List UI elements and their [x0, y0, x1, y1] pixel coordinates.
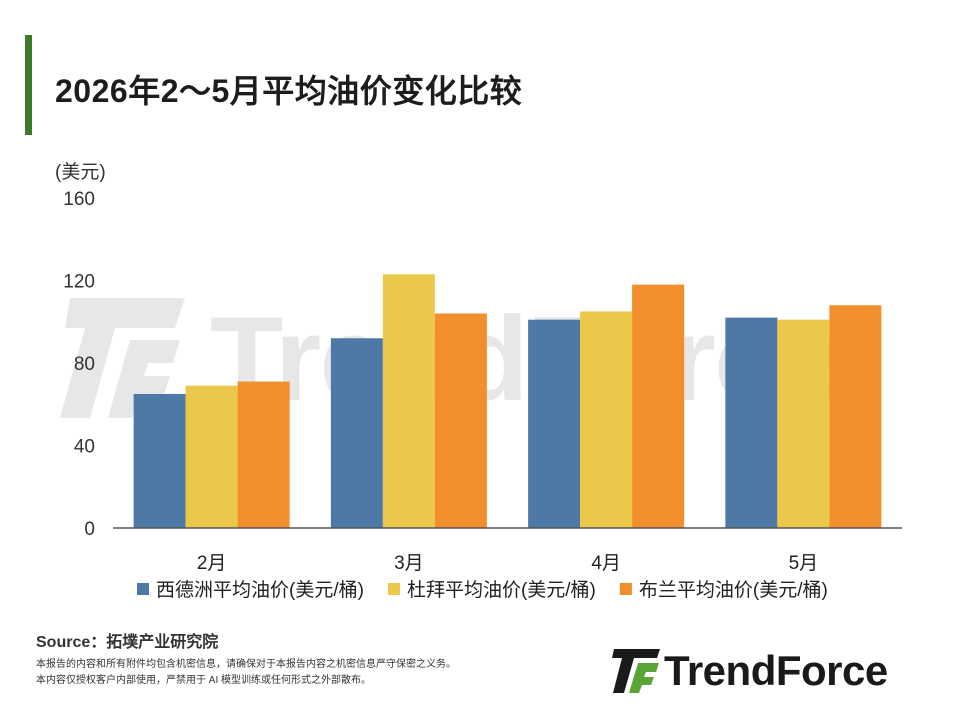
- bar: [133, 393, 186, 528]
- source-text: Source：拓墣产业研究院: [36, 634, 219, 651]
- bar: [185, 385, 238, 528]
- bar: [725, 317, 778, 528]
- y-tick-label: 40: [74, 437, 95, 458]
- x-axis-labels: 2月 3月 4月 5月: [197, 553, 818, 574]
- y-tick-label: 80: [74, 354, 95, 375]
- brand-name: TrendForce: [664, 647, 888, 694]
- disclaimer-line-2: 本内容仅授权客户内部使用，严禁用于 AI 模型训练或任何形式之外部散布。: [36, 675, 372, 686]
- bar: [632, 284, 685, 528]
- x-tick-label: 2月: [197, 553, 227, 574]
- bar-chart: (美元) 0 40 80 120 160 2月 3月 4月 5月 西德洲平均油价(美元/桶) 杜…: [55, 161, 902, 601]
- x-tick-label: 4月: [591, 553, 621, 574]
- title-accent-bar: [25, 35, 32, 135]
- bar: [434, 313, 487, 528]
- legend-swatch: [137, 583, 149, 595]
- legend-swatch: [619, 583, 632, 595]
- bar: [580, 311, 633, 528]
- brand-logo: TrendForce: [612, 647, 932, 695]
- y-tick-label: 120: [63, 272, 95, 293]
- legend-label: 西德洲平均油价(美元/桶): [156, 579, 364, 601]
- bar: [528, 319, 581, 528]
- trendforce-logo-icon: [612, 649, 660, 693]
- x-tick-label: 5月: [789, 553, 819, 574]
- bar: [777, 319, 830, 528]
- y-tick-label: 160: [63, 189, 95, 210]
- y-axis-ticks: 0 40 80 120 160: [63, 189, 95, 540]
- bar: [382, 274, 435, 528]
- disclaimer-line-1: 本报告的内容和所有附件均包含机密信息，请确保对于本报告内容之机密信息严守保密之义…: [36, 659, 456, 670]
- legend-swatch: [387, 583, 400, 595]
- bar: [829, 305, 882, 528]
- page-title: 2026年2～5月平均油价变化比较: [55, 73, 523, 109]
- y-unit-label: (美元): [55, 161, 106, 183]
- legend-label: 布兰平均油价(美元/桶): [639, 579, 828, 601]
- legend: 西德洲平均油价(美元/桶) 杜拜平均油价(美元/桶) 布兰平均油价(美元/桶): [137, 579, 828, 601]
- bar: [330, 338, 383, 528]
- legend-label: 杜拜平均油价(美元/桶): [407, 579, 596, 601]
- y-tick-label: 0: [84, 519, 95, 540]
- disclaimer: 本报告的内容和所有附件均包含机密信息，请确保对于本报告内容之机密信息严守保密之义…: [36, 657, 456, 689]
- x-tick-label: 3月: [394, 553, 424, 574]
- bars: [133, 274, 882, 528]
- bar: [237, 381, 290, 528]
